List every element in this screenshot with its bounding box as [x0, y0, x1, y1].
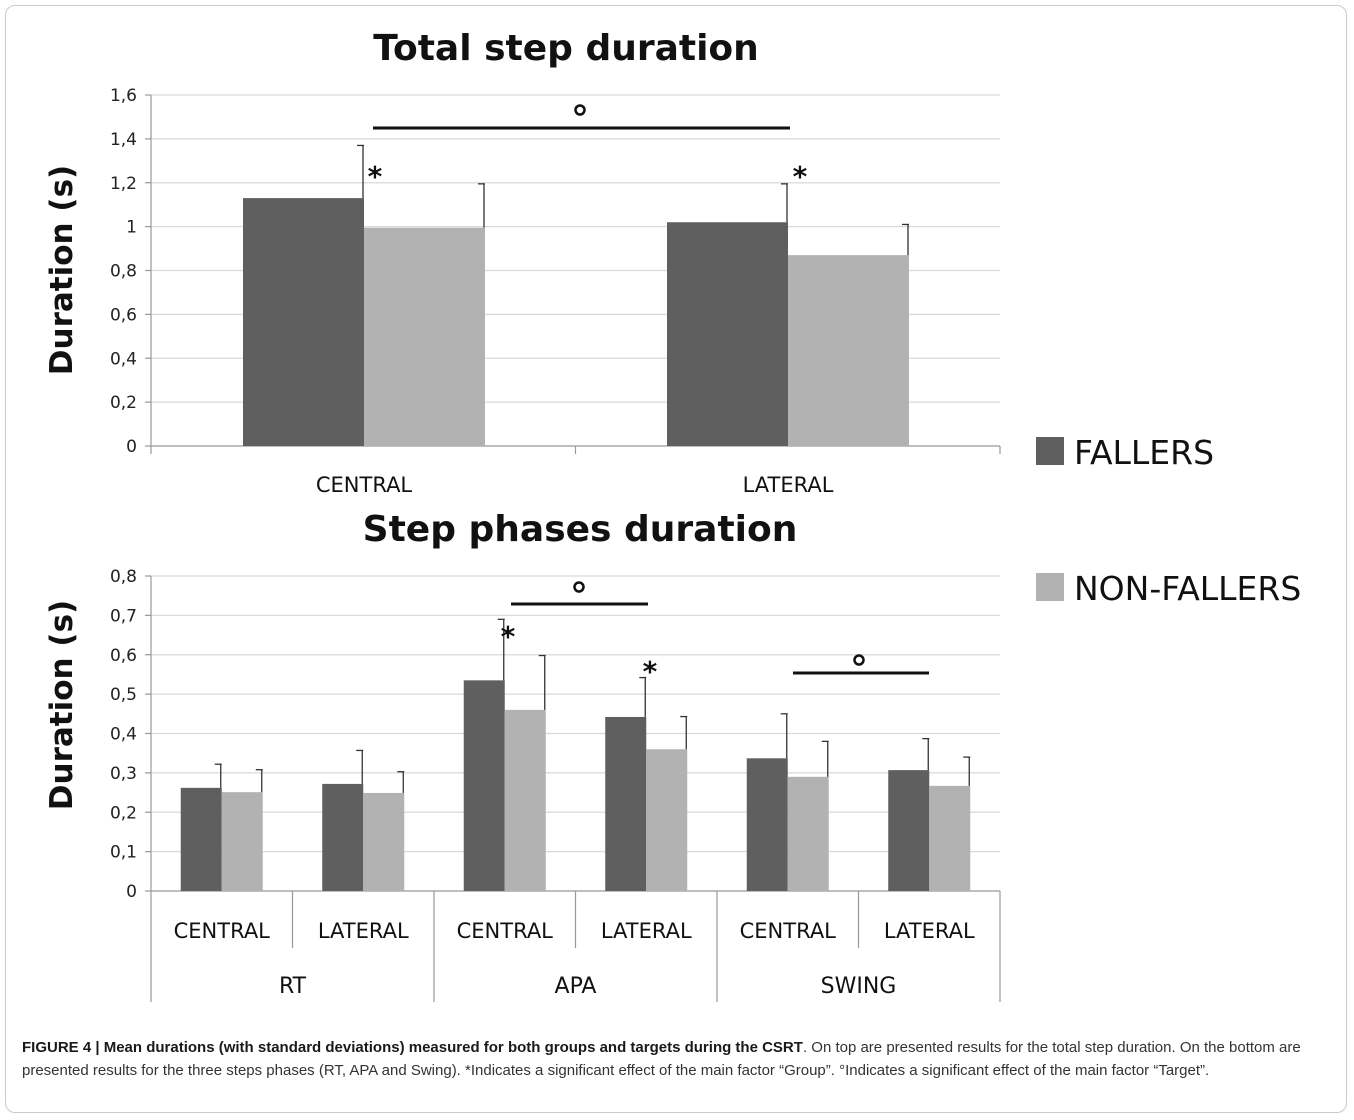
bar: [746, 758, 788, 891]
x-category-label: LATERAL: [318, 919, 409, 943]
x-category-label: LATERAL: [743, 473, 834, 497]
group-significance-asterisk: *: [643, 655, 658, 688]
bar: [180, 787, 222, 891]
y-tick-label: 0,2: [110, 393, 137, 413]
bar: [605, 716, 647, 891]
legend: FALLERS NON-FALLERS: [1036, 433, 1301, 608]
y-tick-label: 0,4: [110, 725, 137, 745]
figure-charts: Total step duration Duration (s) 0 0,2 0,4…: [44, 28, 1301, 1002]
group-significance-asterisk: *: [368, 160, 383, 193]
target-significance-degree: [574, 104, 586, 116]
y-tick-label: 1,6: [110, 86, 137, 106]
y-tick-label: 0: [126, 437, 137, 457]
bar: [504, 709, 546, 891]
x-category-label: CENTRAL: [174, 919, 271, 943]
bottom-chart-title: Step phases duration: [363, 509, 798, 550]
bottom-chart-y-axis-title: Duration (s): [44, 600, 80, 810]
figure-caption: FIGURE 4 | Mean durations (with standard…: [22, 1036, 1334, 1082]
caption-bold: FIGURE 4 | Mean durations (with standard…: [22, 1039, 803, 1056]
legend-label-fallers: FALLERS: [1074, 433, 1214, 472]
x-category-label: CENTRAL: [740, 919, 837, 943]
x-category-label: LATERAL: [601, 919, 692, 943]
y-tick-label: 0,6: [110, 305, 137, 325]
y-tick-label: 1,4: [110, 130, 137, 150]
top-chart-plot: 0 0,2 0,4 0,6 0,8 1 1,2 1,4 1,6 CENTRAL LATERAL * *: [110, 86, 1001, 497]
x-category-label: CENTRAL: [316, 473, 413, 497]
target-significance-degree: [573, 581, 585, 593]
bar: [646, 749, 688, 891]
y-tick-label: 1,2: [110, 174, 137, 194]
x-group-label: APA: [555, 974, 597, 999]
x-category-label: CENTRAL: [457, 919, 554, 943]
group-significance-asterisk: *: [793, 160, 808, 193]
y-tick-label: 0,1: [110, 843, 137, 863]
caption-text: . On top are presented results for the t…: [22, 1039, 1301, 1079]
y-tick-label: 0,8: [110, 567, 137, 587]
target-significance-degree: [853, 654, 865, 666]
y-tick-label: 0,7: [110, 606, 137, 626]
bar: [929, 785, 971, 891]
bar: [787, 776, 829, 891]
bar: [463, 680, 505, 891]
y-tick-label: 0,4: [110, 349, 137, 369]
bar: [888, 770, 930, 891]
bar: [364, 227, 485, 446]
bottom-chart-plot: 0 0,1 0,2 0,3 0,4 0,5 0,6 0,7 0,8 CENTRAL LATERAL C…: [110, 567, 1001, 1002]
bar: [788, 255, 909, 446]
y-tick-label: 0,2: [110, 803, 137, 823]
bar: [667, 222, 788, 446]
y-tick-label: 0: [126, 882, 137, 902]
figure-frame: [5, 5, 1347, 1113]
x-group-label: SWING: [821, 974, 897, 999]
legend-label-non-fallers: NON-FALLERS: [1074, 569, 1301, 608]
bar: [221, 792, 263, 891]
y-tick-label: 1: [126, 218, 137, 238]
bar: [243, 198, 364, 446]
top-chart-title: Total step duration: [373, 28, 759, 69]
top-chart-y-axis-title: Duration (s): [44, 165, 80, 375]
legend-swatch-fallers: [1036, 437, 1064, 465]
y-tick-label: 0,3: [110, 764, 137, 784]
bar: [363, 792, 405, 891]
legend-swatch-non-fallers: [1036, 573, 1064, 601]
y-tick-label: 0,8: [110, 262, 137, 282]
bar: [322, 783, 364, 891]
x-category-label: LATERAL: [884, 919, 975, 943]
x-group-label: RT: [279, 974, 307, 999]
group-significance-asterisk: *: [501, 620, 516, 653]
y-tick-label: 0,6: [110, 646, 137, 666]
y-tick-label: 0,5: [110, 685, 137, 705]
